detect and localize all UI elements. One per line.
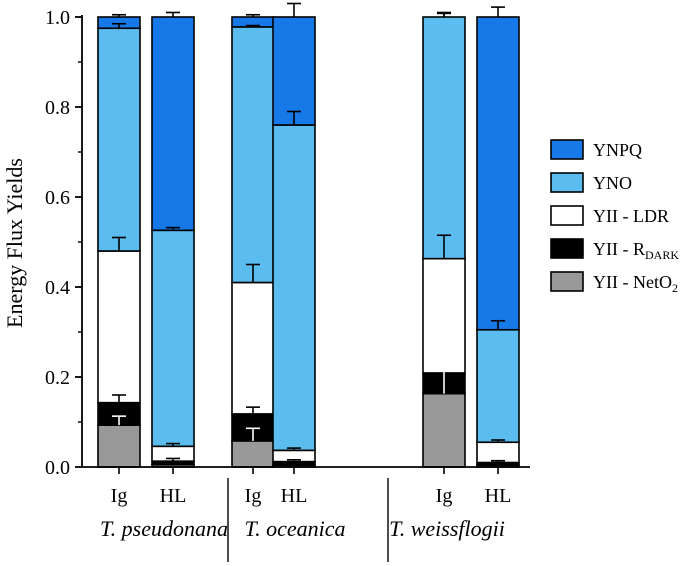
bar-segment-ldr-5	[476, 441, 520, 464]
group-label-1: T. oceanica	[244, 516, 345, 541]
y-axis-title: Energy Flux Yields	[2, 158, 27, 328]
error-bar-rdark-5	[491, 459, 505, 463]
y-tick-label-1: 0.2	[45, 367, 70, 389]
legend-label-ldr: YII - LDR	[593, 206, 669, 226]
category-label-1: HL	[160, 485, 187, 507]
error-bar-ldr-2	[246, 263, 260, 283]
bar-segment-neto2-4	[422, 392, 466, 468]
error-bar-rdark-0	[112, 394, 126, 403]
legend-item-rdark: YII - RDARK	[550, 238, 679, 262]
axes-layer	[75, 15, 530, 562]
bar-segment-yno-3	[272, 124, 316, 452]
y-tick-label-2: 0.4	[45, 277, 70, 299]
bar-segment-yno-2	[231, 26, 275, 284]
y-tick-label-3: 0.6	[45, 187, 70, 209]
error-bar-yno-2	[246, 24, 260, 27]
legend-swatch-ynpq	[550, 139, 584, 160]
bar-segment-yno-1	[151, 229, 195, 448]
error-bar-ynpq-0	[112, 13, 126, 17]
group-label-0: T. pseudonana	[100, 516, 228, 541]
error-bar-neto2-2	[246, 427, 260, 441]
error-bar-yno-3	[287, 110, 301, 125]
category-label-3: HL	[281, 485, 308, 507]
error-bar-ldr-1	[166, 442, 180, 447]
legend-item-yno: YNO	[550, 172, 632, 193]
bar-segment-ynpq-3	[272, 16, 316, 126]
bar-segment-neto2-2	[231, 440, 275, 468]
bar-segment-yno-4	[422, 16, 466, 260]
bar-segment-ynpq-5	[476, 16, 520, 331]
error-bar-ynpq-4	[437, 11, 451, 17]
error-bar-rdark-3	[287, 458, 301, 462]
bar-segment-neto2-0	[97, 424, 141, 468]
legend-label-yno: YNO	[593, 173, 632, 193]
bar-segment-ldr-2	[231, 281, 275, 415]
error-bar-rdark-2	[246, 406, 260, 414]
bar-segment-yno-0	[97, 27, 141, 252]
bar-segment-yno-5	[476, 328, 520, 444]
category-label-4: Ig	[436, 485, 453, 507]
legend-item-ldr: YII - LDR	[550, 205, 669, 226]
legend-swatch-ldr	[550, 205, 584, 226]
error-bar-ynpq-1	[166, 11, 180, 17]
y-tick-label-4: 0.8	[45, 97, 70, 119]
legend-item-neto2: YII - NetO2	[550, 271, 678, 295]
legend-swatch-yno	[550, 172, 584, 193]
error-bar-yno-1	[166, 226, 180, 231]
y-tick-label-0: 0.0	[45, 457, 70, 479]
category-label-5: HL	[485, 485, 512, 507]
error-bar-ldr-0	[112, 236, 126, 251]
error-bar-rdark-1	[166, 457, 180, 462]
legend-item-ynpq: YNPQ	[550, 139, 642, 160]
legend-label-neto2: YII - NetO2	[593, 272, 678, 295]
bar-segment-ldr-0	[97, 250, 141, 404]
error-bar-ynpq-5	[491, 6, 505, 17]
legend: YNPQ YNO YII - LDR YII - RDARK YII - NetO2	[550, 139, 679, 295]
error-bar-yno-0	[112, 22, 126, 29]
group-label-2: T. weissflogii	[389, 516, 505, 541]
error-bar-ldr-5	[491, 439, 505, 443]
legend-label-ynpq: YNPQ	[593, 140, 642, 160]
error-bar-ynpq-3	[287, 2, 301, 17]
error-bar-neto2-0	[112, 415, 126, 426]
y-tick-label-5: 1.0	[45, 7, 70, 29]
bars-layer	[97, 2, 520, 468]
error-bar-yno-5	[491, 319, 505, 330]
bar-segment-ldr-4	[422, 257, 466, 374]
error-bar-ynpq-2	[246, 13, 260, 17]
category-label-0: Ig	[111, 485, 128, 507]
bar-segment-ynpq-1	[151, 16, 195, 232]
category-label-2: Ig	[245, 485, 262, 507]
labels-layer: 0.0 0.2 0.4 0.6 0.8 1.0 Ig HL Ig HL Ig HL T. pseudon…	[45, 7, 511, 541]
legend-label-rdark: YII - RDARK	[593, 239, 679, 262]
error-bar-ldr-4	[437, 234, 451, 259]
legend-swatch-neto2	[550, 271, 584, 292]
legend-swatch-rdark	[550, 238, 584, 259]
error-bar-neto2-4	[437, 365, 451, 394]
error-bar-ldr-3	[287, 447, 301, 451]
